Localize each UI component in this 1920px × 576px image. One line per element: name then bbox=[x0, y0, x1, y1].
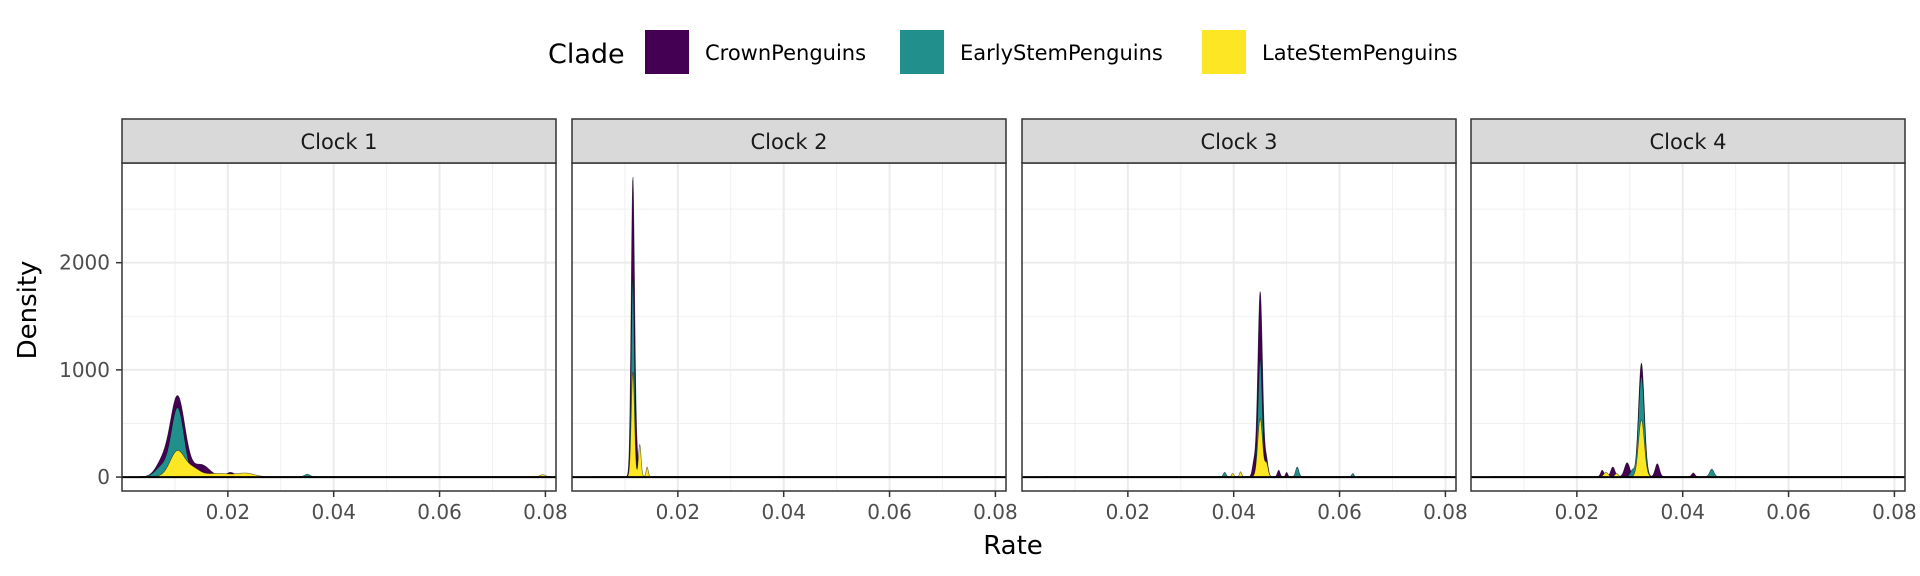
legend-swatch-crownpenguins bbox=[645, 30, 689, 74]
panel-clock-3: Clock 3 0.02 0.04 0.06 0.08 bbox=[1021, 118, 1468, 524]
facet-strip bbox=[1021, 118, 1457, 164]
facet-strip bbox=[1470, 118, 1906, 164]
panel-background bbox=[122, 163, 556, 491]
y-tick-label: 1000 bbox=[59, 358, 110, 382]
x-tick-label: 0.02 bbox=[206, 500, 251, 524]
x-tick-label: 0.02 bbox=[656, 500, 701, 524]
x-tick-label: 0.06 bbox=[1317, 500, 1362, 524]
facet-panels: Clock 1 0.02 0.04 0.06 0.08 Clock 2 0.02 0.04 0.… bbox=[121, 118, 1917, 524]
x-axis-title: Rate bbox=[983, 531, 1043, 561]
legend-swatch-earlystempenguins bbox=[900, 30, 944, 74]
y-tick-label: 2000 bbox=[59, 251, 110, 275]
x-tick-label: 0.08 bbox=[523, 500, 568, 524]
panel-clock-1: Clock 1 0.02 0.04 0.06 0.08 bbox=[121, 118, 568, 524]
panel-background bbox=[1471, 163, 1905, 491]
panel-background bbox=[1022, 163, 1456, 491]
x-tick-label: 0.08 bbox=[973, 500, 1018, 524]
x-tick-label: 0.06 bbox=[867, 500, 912, 524]
x-tick-label: 0.04 bbox=[1211, 500, 1256, 524]
panel-clock-2: Clock 2 0.02 0.04 0.06 0.08 bbox=[571, 118, 1018, 524]
x-tick-label: 0.08 bbox=[1872, 500, 1917, 524]
facet-strip-label: Clock 3 bbox=[1200, 130, 1277, 154]
legend-swatch-latestempenguins bbox=[1202, 30, 1246, 74]
legend: Clade CrownPenguins EarlyStemPenguins La… bbox=[548, 30, 1458, 74]
facet-strip bbox=[121, 118, 557, 164]
y-axis-title: Density bbox=[13, 261, 43, 360]
legend-label-latestempenguins: LateStemPenguins bbox=[1262, 41, 1458, 65]
x-tick-label: 0.02 bbox=[1106, 500, 1151, 524]
panel-background bbox=[572, 163, 1006, 491]
panel-clock-4: Clock 4 0.02 0.04 0.06 0.08 bbox=[1470, 118, 1917, 524]
x-tick-label: 0.06 bbox=[1766, 500, 1811, 524]
x-tick-label: 0.04 bbox=[761, 500, 806, 524]
y-tick-label: 0 bbox=[97, 465, 110, 489]
y-axis: 0 1000 2000 bbox=[59, 251, 122, 489]
facet-strip bbox=[571, 118, 1007, 164]
x-tick-label: 0.04 bbox=[311, 500, 356, 524]
x-tick-label: 0.04 bbox=[1660, 500, 1705, 524]
facet-strip-label: Clock 4 bbox=[1649, 130, 1726, 154]
facet-strip-label: Clock 1 bbox=[300, 130, 377, 154]
x-tick-label: 0.02 bbox=[1555, 500, 1600, 524]
facet-strip-label: Clock 2 bbox=[750, 130, 827, 154]
legend-title: Clade bbox=[548, 39, 625, 70]
x-tick-label: 0.08 bbox=[1423, 500, 1468, 524]
legend-label-earlystempenguins: EarlyStemPenguins bbox=[960, 41, 1163, 65]
x-tick-label: 0.06 bbox=[417, 500, 462, 524]
legend-label-crownpenguins: CrownPenguins bbox=[705, 41, 866, 65]
